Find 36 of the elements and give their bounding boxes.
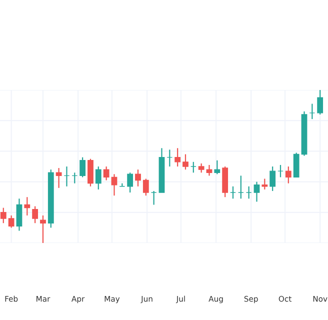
candlestick: [8, 214, 14, 228]
candlestick: [278, 164, 284, 178]
candlestick: [293, 152, 300, 178]
candlestick: [230, 186, 236, 200]
candlestick: [254, 181, 260, 202]
candlestick: [32, 206, 38, 224]
candlestick: [270, 166, 276, 192]
candlestick: [135, 169, 141, 187]
candlestick: [166, 149, 173, 168]
candlestick: [214, 160, 220, 175]
candlestick: [24, 196, 30, 216]
candlestick: [309, 103, 316, 120]
candlestick: [111, 174, 118, 196]
candlestick: [285, 166, 292, 184]
candlestick: [56, 167, 62, 188]
candlestick: [103, 166, 110, 181]
candlestick: [95, 166, 102, 190]
candlestick: [80, 156, 86, 178]
candlestick: [72, 172, 78, 184]
candlestick: [174, 148, 181, 168]
candlestick: [238, 175, 244, 200]
candlestick: [142, 178, 149, 196]
candlestick: [64, 166, 70, 187]
candlestick: [190, 161, 196, 174]
candlestick: [182, 154, 188, 170]
candlestick: [40, 214, 46, 243]
candlestick: [198, 162, 204, 174]
candlestick: [262, 178, 268, 190]
candlestick: [246, 186, 252, 200]
candlestick: [150, 190, 157, 206]
candlestick: [317, 90, 324, 116]
candlestick: [0, 207, 6, 224]
candlestick: [206, 164, 212, 176]
candlestick: [127, 172, 134, 194]
candlestick: [16, 198, 22, 232]
candlestick: [88, 158, 94, 187]
